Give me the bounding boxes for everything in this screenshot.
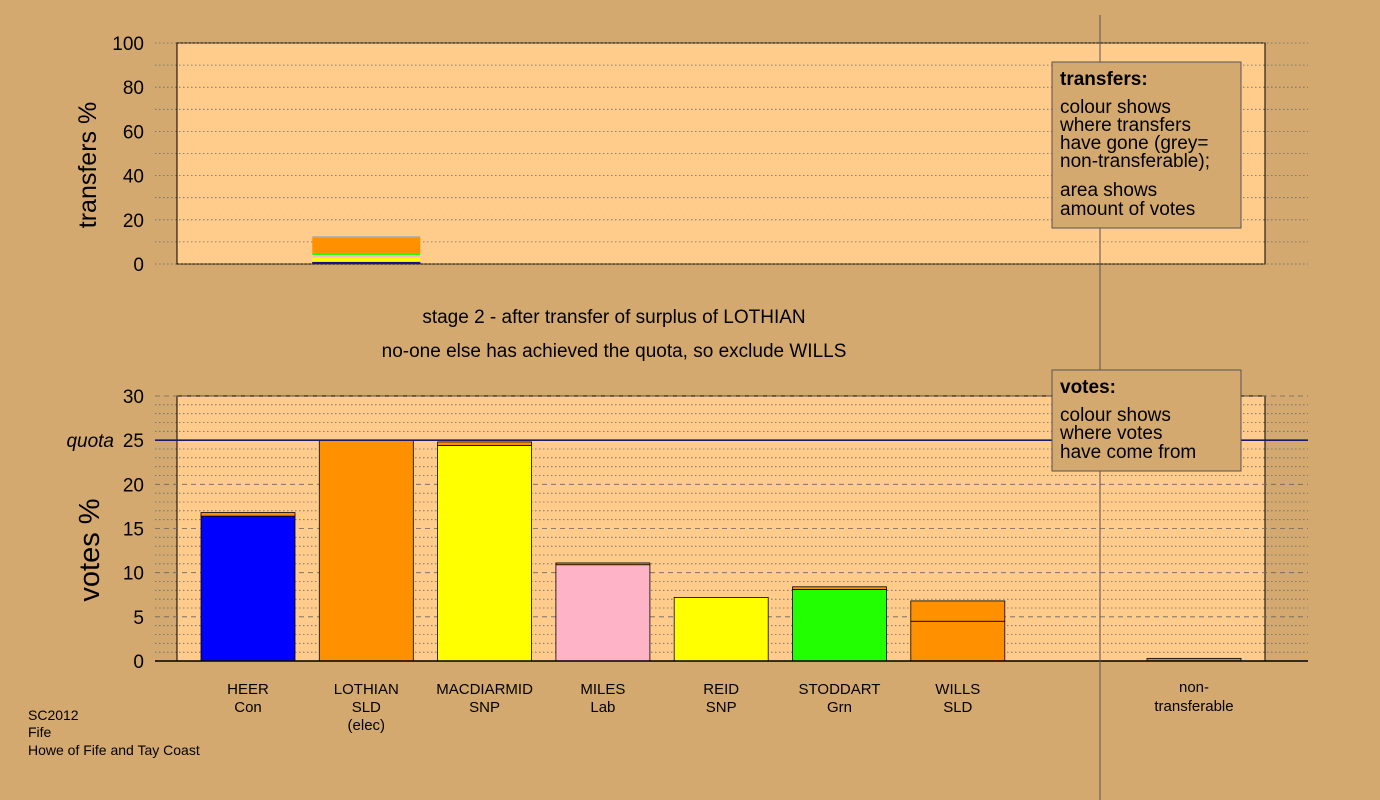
transfers-legend-line: have gone (grey=	[1060, 133, 1208, 154]
footer-election: SC2012	[28, 707, 79, 723]
votes-tick-label: 15	[123, 520, 144, 541]
transfer-segment-wills	[910, 600, 1006, 622]
transfer-segment-heer	[200, 512, 296, 517]
votes-legend-box	[1051, 369, 1242, 472]
votes-y-axis-label: votes %	[74, 498, 106, 601]
transfers-y-axis-label: transfers %	[74, 102, 102, 228]
nontransferable-label: non-	[1179, 679, 1209, 696]
votes-legend-line: have come from	[1060, 442, 1196, 463]
candidate-label: STODDART	[799, 681, 881, 698]
vote-bar-miles	[555, 564, 651, 662]
transfer-to-wills	[312, 237, 421, 253]
transfers-legend-line: where transfers	[1059, 115, 1191, 136]
votes-tick-label: 5	[133, 608, 144, 629]
transfer-to-miles	[312, 255, 421, 258]
votes-tick-label: 10	[123, 564, 144, 585]
transfers-legend-title: transfers:	[1060, 69, 1148, 90]
vote-bar-macdiarmid	[437, 445, 533, 662]
candidate-label: Grn	[827, 699, 852, 716]
candidate-label: SNP	[706, 699, 737, 716]
vote-bar-wills	[910, 620, 1006, 662]
vote-bar-heer	[200, 515, 296, 662]
exclusion-caption: no-one else has achieved the quota, so e…	[382, 341, 847, 362]
candidate-label: Con	[234, 699, 262, 716]
votes-legend-line: where votes	[1059, 423, 1162, 444]
votes-tick-label: 0	[133, 652, 144, 673]
transfers-legend-box	[1051, 61, 1242, 229]
transfer-to-macdiarmid	[312, 257, 421, 262]
transfers-tick-label: 40	[123, 167, 144, 188]
transfers-tick-label: 60	[123, 122, 144, 143]
transfers-legend-line: amount of votes	[1060, 199, 1195, 220]
vote-bar-stoddart	[792, 589, 887, 662]
transfer-to-non-transferable	[312, 236, 421, 238]
candidate-label: MACDIARMID	[436, 681, 533, 698]
votes-bars	[200, 439, 1242, 662]
transfers-bars	[312, 236, 421, 264]
candidate-label: SLD	[352, 699, 381, 716]
candidate-label: WILLS	[935, 681, 980, 698]
transfer-segment-stoddart	[792, 586, 887, 590]
votes-legend-line: colour shows	[1060, 405, 1171, 426]
candidate-label: HEER	[227, 681, 269, 698]
votes-tick-label: 30	[123, 387, 144, 408]
vote-bar-reid	[673, 597, 769, 662]
transfers-y-ticks: 0 20 40 60 80 100	[112, 34, 144, 276]
candidate-label: LOTHIAN	[334, 681, 399, 698]
transfers-legend-line: area shows	[1060, 180, 1157, 201]
vote-bar-lothian	[318, 439, 414, 662]
votes-y-ticks: 0 5 10 15 20 25 30	[123, 387, 144, 673]
transfer-to-reid	[312, 255, 421, 256]
footer-ward: Howe of Fife and Tay Coast	[28, 742, 200, 758]
stage-caption: stage 2 - after transfer of surplus of L…	[422, 307, 805, 328]
candidate-label: Lab	[590, 699, 615, 716]
candidate-label: SNP	[469, 699, 500, 716]
votes-legend-title: votes:	[1060, 377, 1116, 398]
transfers-legend-line: non-transferable);	[1060, 151, 1210, 172]
votes-legend: votes: colour shows where votes have com…	[1051, 369, 1242, 472]
votes-tick-label: 20	[123, 475, 144, 496]
footer-council: Fife	[28, 724, 52, 740]
quota-label: quota	[66, 431, 114, 452]
candidate-label: SLD	[943, 699, 972, 716]
transfers-legend: transfers: colour shows where transfers …	[1051, 61, 1242, 229]
transfers-tick-label: 100	[112, 34, 144, 55]
candidate-label: (elec)	[348, 717, 386, 734]
transfers-legend-line: colour shows	[1060, 97, 1171, 118]
transfer-segment-macdiarmid	[437, 441, 533, 446]
candidate-label: REID	[703, 681, 739, 698]
nontransferable-label: transferable	[1154, 698, 1233, 715]
transfer-segment-miles	[555, 562, 651, 566]
votes-tick-label: 25	[123, 431, 144, 452]
transfers-tick-label: 0	[133, 255, 144, 276]
transfers-tick-label: 20	[123, 211, 144, 232]
candidate-labels: HEERConLOTHIANSLD(elec)MACDIARMIDSNPMILE…	[227, 679, 1233, 734]
transfer-to-stoddart	[312, 252, 421, 256]
candidate-label: MILES	[580, 681, 625, 698]
transfers-tick-label: 80	[123, 78, 144, 99]
